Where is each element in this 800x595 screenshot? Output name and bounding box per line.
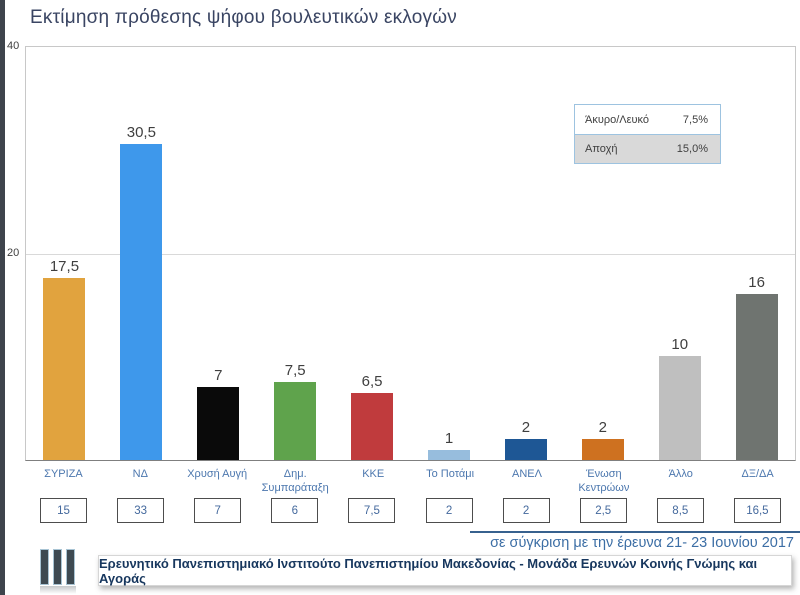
plot-area: 17,5 30,5 7 7,5 6,5 1 2 2 10 16 Άκυρο/Λευκό 7,5% … <box>25 46 796 461</box>
x-axis-label: Δημ. Συμπαράταξη <box>261 468 329 495</box>
x-axis-label: ΝΔ <box>132 468 148 480</box>
bar <box>120 144 163 460</box>
previous-value-box: 2,5 <box>579 498 627 523</box>
y-axis-tick-20: 20 <box>7 247 20 259</box>
x-axis-label: ΚΚΕ <box>362 468 385 480</box>
x-axis-label: ΑΝΕΛ <box>511 468 542 480</box>
window-edge-strip <box>0 0 5 595</box>
x-axis-label: ΔΞ/ΔΑ <box>741 468 774 480</box>
bars-row: 17,5 30,5 7 7,5 6,5 1 2 2 10 16 <box>26 47 795 460</box>
bar-value-label: 10 <box>671 336 689 353</box>
bar <box>581 439 624 460</box>
bar-value-label: 2 <box>598 419 607 436</box>
comparison-note: σε σύγκριση με την έρευνα 21- 23 Ιουνίου… <box>490 535 794 551</box>
bar-value-label: 2 <box>521 419 531 436</box>
bar-value-label: 16 <box>748 274 765 291</box>
bar-slot: 30,5 <box>103 124 180 460</box>
bar-value-label: 6,5 <box>361 373 383 390</box>
previous-value-slot: 2 <box>410 498 487 523</box>
legend-value: 7,5% <box>682 113 708 126</box>
bar-slot: 16 <box>718 274 795 460</box>
x-axis-label: Ένωση Κεντρώων <box>578 468 630 495</box>
previous-value-slot: 6 <box>256 498 333 523</box>
bar-value-label: 7,5 <box>284 362 306 379</box>
bar <box>658 356 701 460</box>
institute-footer: Ερευνητικό Πανεπιστημιακό Ινστιτούτο Παν… <box>98 555 792 586</box>
legend-label: Αποχή <box>585 143 618 155</box>
gridline-20 <box>26 254 795 255</box>
bar <box>504 439 547 460</box>
y-axis-tick-40: 40 <box>7 40 20 52</box>
x-axis-labels-row: ΣΥΡΙΖΑ ΝΔ Χρυσή Αυγή Δημ. Συμπαράταξη ΚΚΕ Το … <box>25 467 796 496</box>
x-axis-label: ΣΥΡΙΖΑ <box>44 468 83 480</box>
bar-slot: 2 <box>487 419 564 460</box>
previous-value-box: 2 <box>425 498 473 523</box>
bar <box>43 278 86 460</box>
bar-slot: 7 <box>180 367 257 460</box>
bar-slot: 17,5 <box>26 258 103 460</box>
bar-value-label: 1 <box>444 430 454 447</box>
legend-label: Άκυρο/Λευκό <box>585 113 650 126</box>
institute-footer-text: Ερευνητικό Πανεπιστημιακό Ινστιτούτο Παν… <box>99 555 758 586</box>
previous-values-row: 15 33 7 6 7,5 2 2 2,5 8,5 16,5 <box>25 498 796 523</box>
logo-bar <box>53 549 62 585</box>
comparison-divider-line <box>470 531 800 533</box>
previous-value-box: 8,5 <box>656 498 704 523</box>
bar-slot: 1 <box>411 430 488 460</box>
bar <box>274 382 317 460</box>
logo-bar <box>66 549 75 585</box>
previous-value-slot: 2,5 <box>565 498 642 523</box>
previous-value-box: 7,5 <box>348 498 396 523</box>
legend-row-abstention: Αποχή 15,0% <box>575 134 720 163</box>
chart-title: Εκτίμηση πρόθεσης ψήφου βουλευτικών εκλο… <box>30 7 457 28</box>
bar-slot: 6,5 <box>334 373 411 460</box>
bar-value-label: 30,5 <box>126 124 156 141</box>
x-axis-label: Το Ποτάμι <box>426 468 475 480</box>
bar-chart-logo-icon <box>40 549 90 594</box>
previous-value-box: 6 <box>271 498 319 523</box>
bar-slot: 2 <box>564 419 641 460</box>
logo-bar <box>40 549 49 585</box>
x-axis-label: Χρυσή Αυγή <box>187 468 248 480</box>
bar-value-label: 17,5 <box>49 258 80 275</box>
legend-value: 15,0% <box>676 143 708 155</box>
previous-value-slot: 33 <box>102 498 179 523</box>
previous-value-box: 16,5 <box>733 498 781 523</box>
bar-slot: 7,5 <box>257 362 334 460</box>
previous-value-slot: 7,5 <box>333 498 410 523</box>
bar-value-label: 7 <box>214 367 223 384</box>
legend-row-invalid-blank: Άκυρο/Λευκό 7,5% <box>575 105 720 134</box>
previous-value-box: 2 <box>502 498 550 523</box>
previous-value-slot: 16,5 <box>719 498 796 523</box>
previous-value-box: 15 <box>40 498 88 523</box>
previous-value-slot: 8,5 <box>642 498 719 523</box>
bar <box>427 450 470 460</box>
previous-value-slot: 2 <box>488 498 565 523</box>
previous-value-box: 33 <box>117 498 165 523</box>
bar <box>351 393 394 460</box>
previous-value-slot: 15 <box>25 498 102 523</box>
previous-value-box: 7 <box>194 498 242 523</box>
legend-box: Άκυρο/Λευκό 7,5% Αποχή 15,0% <box>574 104 721 164</box>
bar <box>197 387 240 460</box>
previous-value-slot: 7 <box>179 498 256 523</box>
bar <box>735 294 778 460</box>
x-axis-label: Άλλο <box>668 468 693 480</box>
logo-reflection <box>40 586 76 594</box>
bar-slot: 10 <box>641 336 718 460</box>
